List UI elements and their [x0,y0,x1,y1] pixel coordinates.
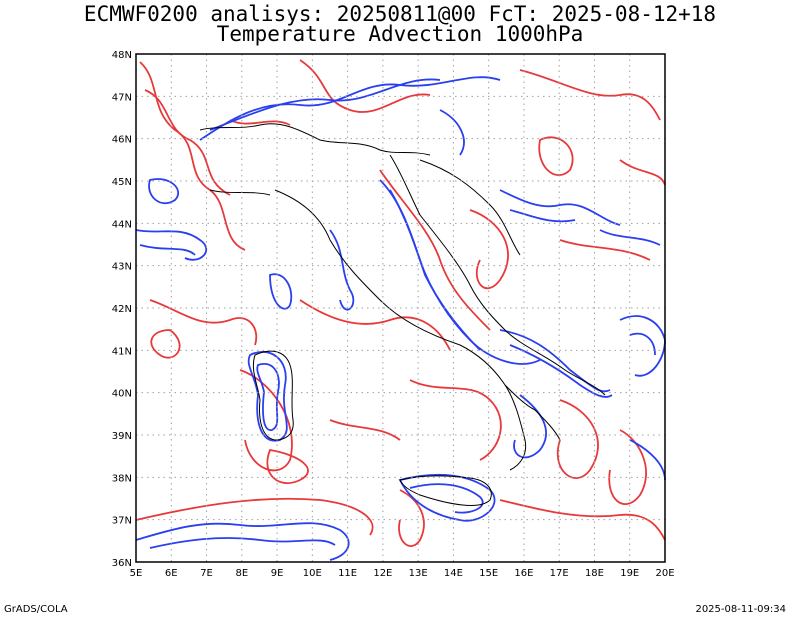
latitude-tick-labels: 36N 37N 38N 39N 40N 41N 42N 43N 44N 45N 46N 47N 48N [112,50,132,569]
longitude-tick-labels: 5E 6E 7E 8E 9E 10E 11E 12E 13E 14E 15E 16E 17E 18E 19E… [130,568,675,579]
longitude-tick-label: 19E [620,568,639,579]
map-subtitle: Temperature Advection 1000hPa [216,22,584,46]
map-title: ECMWF0200 analisys: 20250811@00 FcT: 202… [83,2,717,26]
latitude-tick-label: 46N [112,135,132,146]
longitude-tick-label: 16E [514,568,533,579]
longitude-tick-label: 14E [444,568,463,579]
longitude-tick-label: 17E [550,568,569,579]
latitude-tick-label: 47N [112,92,132,103]
latitude-tick-label: 36N [112,558,132,569]
latitude-tick-label: 42N [112,304,132,315]
longitude-tick-label: 9E [271,568,284,579]
map-frame [135,53,666,563]
longitude-tick-label: 8E [235,568,248,579]
latitude-tick-label: 48N [112,50,132,61]
latitude-tick-label: 43N [112,262,132,273]
longitude-tick-label: 20E [655,568,674,579]
coastline [199,123,606,506]
longitude-tick-label: 5E [130,568,143,579]
latitude-tick-label: 41N [112,346,132,357]
latitude-tick-label: 44N [112,219,132,230]
latitude-tick-label: 37N [112,516,132,527]
footer-software-label: GrADS/COLA [4,604,68,615]
longitude-tick-label: 10E [303,568,322,579]
longitude-tick-label: 13E [409,568,428,579]
footer-timestamp: 2025-08-11-09:34 [695,604,786,615]
latitude-tick-label: 39N [112,431,132,442]
latitude-tick-label: 45N [112,177,132,188]
latitude-tick-label: 38N [112,473,132,484]
longitude-tick-label: 11E [338,568,357,579]
negative-contours [135,76,666,561]
latitude-tick-label: 40N [112,389,132,400]
longitude-tick-label: 6E [165,568,178,579]
longitude-tick-label: 15E [479,568,498,579]
longitude-tick-label: 12E [373,568,392,579]
positive-contours [135,59,666,547]
longitude-tick-label: 7E [200,568,213,579]
longitude-tick-label: 18E [585,568,604,579]
